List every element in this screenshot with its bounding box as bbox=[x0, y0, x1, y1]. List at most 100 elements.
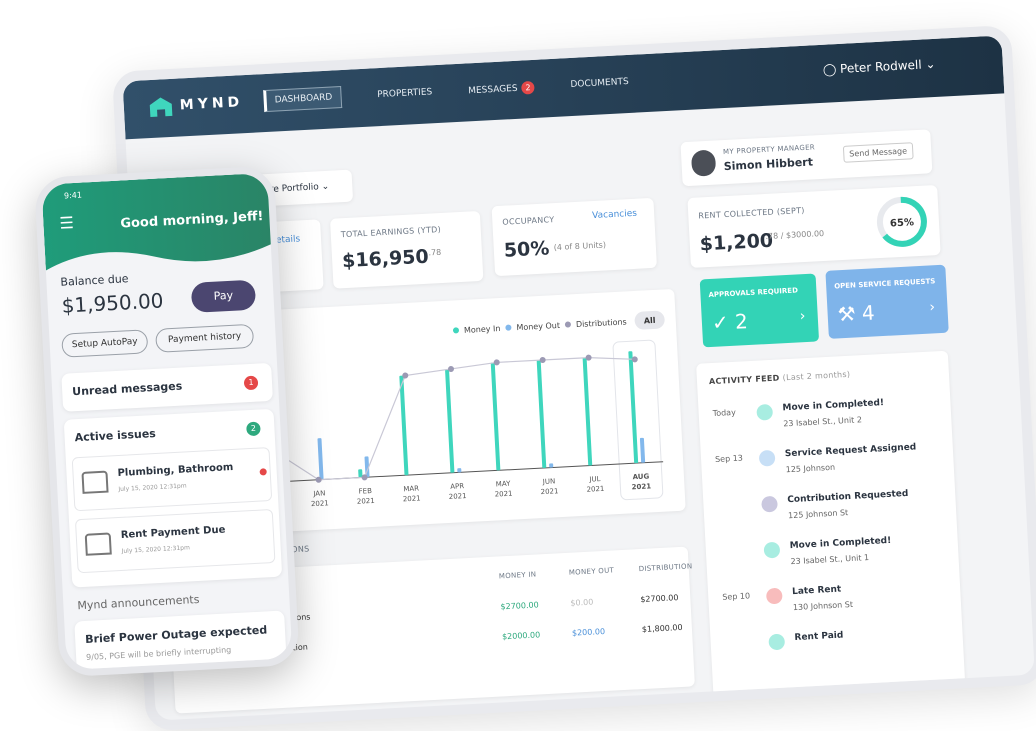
x-tick-label: APR bbox=[450, 482, 464, 491]
status-time: 9:41 bbox=[64, 191, 82, 201]
bar bbox=[445, 369, 454, 473]
x-tick-label: 2021 bbox=[311, 499, 329, 508]
autopay-button[interactable]: Setup AutoPay bbox=[61, 329, 148, 357]
nav-label: MESSAGES bbox=[468, 83, 518, 96]
table-cell: $1,800.00 bbox=[642, 623, 683, 634]
bar bbox=[317, 438, 323, 480]
activity-icon bbox=[756, 404, 773, 421]
table-cell: $200.00 bbox=[572, 627, 606, 638]
issue-card[interactable]: Rent Payment Due July 15, 2020 12:31pm bbox=[75, 509, 276, 573]
pay-button[interactable]: Pay bbox=[191, 280, 256, 313]
earnings-amount: $16,950 bbox=[342, 246, 430, 272]
filter-label: All bbox=[644, 316, 656, 326]
x-tick-label: 2021 bbox=[449, 492, 467, 501]
activity-title: Move in Completed! bbox=[789, 536, 891, 551]
bar bbox=[583, 358, 593, 466]
issue-date: July 15, 2020 12:31pm bbox=[118, 482, 187, 493]
x-tick-label: JAN bbox=[312, 489, 325, 498]
x-tick-label: AUG bbox=[632, 472, 649, 481]
rent-amount: $1,200 bbox=[699, 230, 773, 256]
occupancy-title: OCCUPANCY bbox=[502, 215, 555, 227]
approvals-title: APPROVALS REQUIRED bbox=[708, 286, 798, 299]
legend-marker bbox=[565, 321, 571, 327]
rent-card: RENT COLLECTED (SEPT) $1,200 .78 / $3000… bbox=[687, 185, 940, 268]
nav-label: DOCUMENTS bbox=[570, 77, 629, 90]
activity-title: Move in Completed! bbox=[782, 398, 884, 413]
x-tick-label: MAR bbox=[403, 484, 419, 493]
logo: MYND bbox=[179, 94, 243, 113]
activity-detail: 125 Johnson St bbox=[788, 508, 848, 520]
user-menu[interactable]: ◯ Peter Rodwell ⌄ bbox=[822, 57, 935, 77]
send-message[interactable]: Send Message bbox=[843, 142, 914, 163]
activity-title: ACTIVITY FEED (Last 2 months) bbox=[709, 370, 851, 386]
x-tick-label: MAY bbox=[496, 480, 512, 489]
avatar bbox=[691, 150, 716, 177]
activity-date: Sep 13 bbox=[715, 454, 743, 464]
nav-item[interactable]: PROPERTIES bbox=[377, 87, 432, 100]
manager-card: MY PROPERTY MANAGER Simon Hibbert Send M… bbox=[680, 129, 932, 186]
table-cell: $2700.00 bbox=[500, 600, 539, 611]
x-tick-label: JUN bbox=[542, 477, 556, 486]
nav-item[interactable]: DASHBOARD bbox=[263, 86, 342, 112]
manager-title: MY PROPERTY MANAGER bbox=[723, 143, 815, 156]
issues-badge: 2 bbox=[246, 422, 261, 437]
bar bbox=[549, 463, 553, 467]
activity-icon bbox=[761, 496, 778, 513]
unread-label: Unread messages bbox=[72, 380, 183, 399]
earnings-title: TOTAL EARNINGS (YTD) bbox=[341, 225, 442, 239]
nav-item[interactable]: DOCUMENTS bbox=[570, 77, 629, 90]
legend-label[interactable]: Money Out bbox=[516, 321, 560, 332]
service-card[interactable]: OPEN SERVICE REQUESTS ⚒ 4 › bbox=[825, 265, 948, 339]
activity-date: Today bbox=[712, 408, 736, 418]
activity-title: Late Rent bbox=[792, 585, 842, 598]
activity-icon bbox=[764, 542, 781, 559]
activity-detail: 125 Johnson bbox=[786, 463, 836, 475]
history-button[interactable]: Payment history bbox=[155, 324, 254, 353]
issue-title: Rent Payment Due bbox=[121, 524, 226, 540]
bar bbox=[491, 363, 501, 471]
earnings-card: TOTAL EARNINGS (YTD) $16,950.78 bbox=[330, 211, 483, 289]
service-title: OPEN SERVICE REQUESTS bbox=[834, 277, 935, 290]
unread-card[interactable]: Unread messages 1 bbox=[61, 363, 273, 412]
x-tick-label: 2021 bbox=[540, 487, 558, 496]
approvals-count: ✓ 2 bbox=[711, 309, 748, 335]
legend-label[interactable]: Money In bbox=[464, 324, 501, 335]
vacancies-link[interactable]: Vacancies bbox=[592, 209, 637, 221]
occupancy-card: OCCUPANCY Vacancies 50% (4 of 8 Units) bbox=[492, 198, 657, 276]
table-cell: $2700.00 bbox=[640, 593, 679, 604]
rent-title: RENT COLLECTED (SEPT) bbox=[698, 206, 805, 221]
nav-label: PROPERTIES bbox=[377, 87, 432, 100]
issue-date: July 15, 2020 12:31pm bbox=[121, 544, 190, 555]
progress-ring: 65% bbox=[874, 193, 931, 250]
activity-feed: ACTIVITY FEED (Last 2 months) Today Move … bbox=[696, 351, 965, 704]
table-cell: $2000.00 bbox=[502, 630, 541, 641]
legend-label[interactable]: Distributions bbox=[576, 317, 627, 329]
rent-detail: .78 / $3000.00 bbox=[765, 229, 824, 241]
activity-date: Sep 10 bbox=[722, 591, 750, 601]
issue-icon bbox=[85, 532, 112, 555]
announcement-text: 9/05, PGE will be briefly interrupting bbox=[86, 645, 232, 662]
menu-icon[interactable]: ☰ bbox=[59, 213, 74, 233]
balance: $1,950.00 bbox=[61, 288, 164, 317]
logo-icon bbox=[147, 95, 174, 118]
bar bbox=[399, 376, 408, 476]
activity-title: Contribution Requested bbox=[787, 489, 909, 505]
chevron: › bbox=[929, 299, 935, 315]
issue-icon bbox=[81, 471, 108, 494]
x-tick-label: 2021 bbox=[403, 494, 421, 503]
title: ACTIVITY FEED bbox=[709, 373, 780, 386]
approvals-card[interactable]: APPROVALS REQUIRED ✓ 2 › bbox=[700, 273, 819, 347]
issue-dot bbox=[260, 468, 267, 475]
announcement-title: Brief Power Outage expected bbox=[85, 623, 268, 646]
service-count: ⚒ 4 bbox=[837, 300, 875, 326]
issue-card[interactable]: Plumbing, Bathroom July 15, 2020 12:31pm bbox=[72, 447, 273, 511]
column-header: DISTRIBUTION bbox=[639, 562, 693, 573]
x-tick-label: 2021 bbox=[357, 497, 375, 506]
issue-title: Plumbing, Bathroom bbox=[117, 462, 233, 479]
x-tick-label: 2021 bbox=[586, 485, 604, 494]
